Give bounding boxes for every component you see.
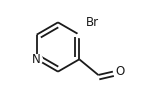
Text: Br: Br — [85, 16, 99, 29]
Text: N: N — [32, 53, 41, 66]
Text: O: O — [116, 65, 125, 78]
